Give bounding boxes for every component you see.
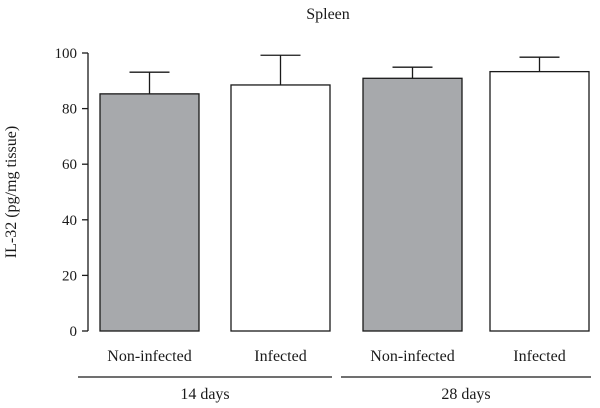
group-label: 14 days	[180, 386, 229, 403]
chart-title: Spleen	[306, 6, 350, 23]
y-tick-label: 80	[62, 102, 77, 118]
bar	[362, 77, 463, 332]
bar	[230, 84, 331, 332]
bars	[99, 54, 590, 332]
x-tick-label: Infected	[513, 348, 565, 365]
group-label: 28 days	[441, 386, 490, 403]
x-tick-label: Non-infected	[370, 348, 454, 365]
bar	[489, 70, 590, 332]
y-tick-label: 40	[62, 213, 77, 229]
group-labels: 14 days 28 days	[78, 376, 591, 403]
y-tick-label: 0	[70, 324, 78, 340]
y-tick-label: 60	[62, 157, 77, 173]
y-axis-ticks: 0 20 40 60 80 100	[55, 46, 88, 340]
x-tick-label: Non-infected	[107, 348, 191, 365]
y-tick-label: 20	[62, 268, 77, 284]
x-axis-labels: Non-infected Infected Non-infected Infected	[107, 348, 565, 365]
y-axis-label: IL-32 (pg/mg tissue)	[3, 126, 20, 258]
y-tick-label: 100	[55, 46, 78, 62]
x-tick-label: Infected	[254, 348, 306, 365]
bar	[99, 93, 200, 332]
